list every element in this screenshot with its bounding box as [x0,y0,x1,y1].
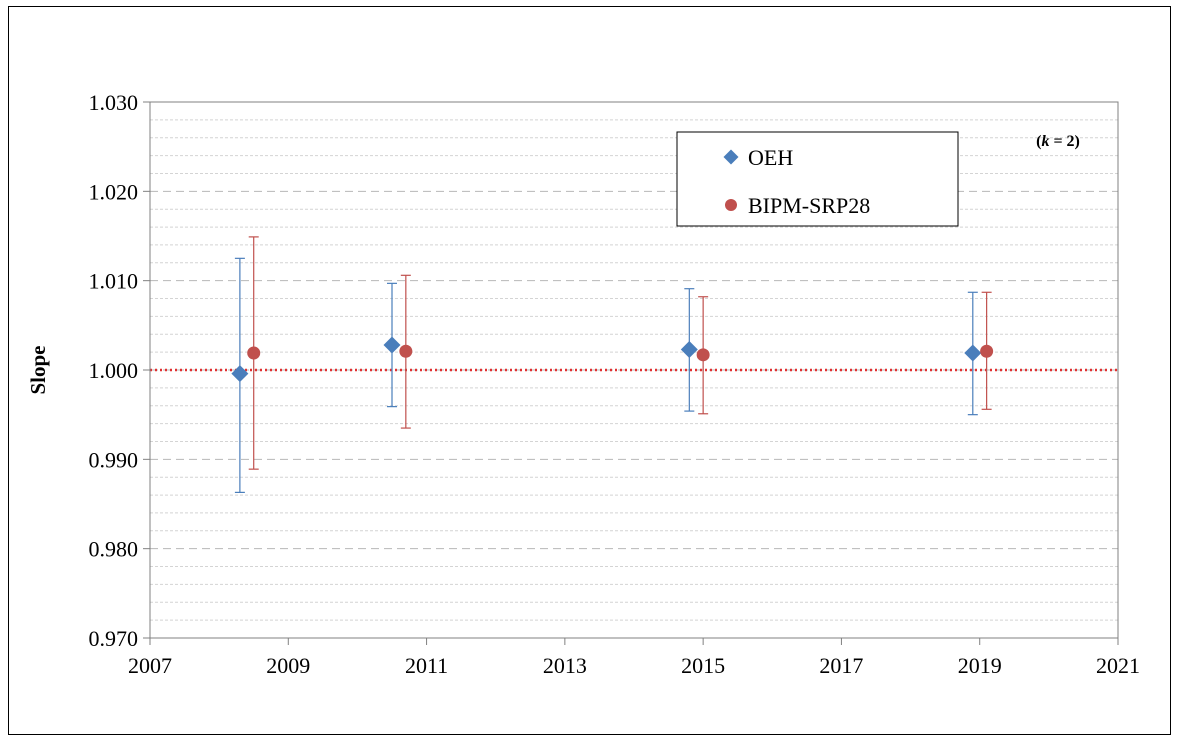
data-point-oeh-3 [964,344,982,362]
data-point-bipm-2 [696,348,710,362]
y-tick-label: 0.980 [89,537,139,562]
k-annotation: (k = 2) [1036,133,1080,150]
x-tick-label: 2013 [543,653,587,678]
data-markers [231,336,994,383]
data-point-oeh-1 [383,336,401,354]
legend: OEH BIPM-SRP28 [676,131,959,227]
x-tick-label: 2009 [266,653,310,678]
x-tick-label: 2007 [128,653,172,678]
legend-label: BIPM-SRP28 [748,193,870,218]
x-tick-label: 2017 [819,653,863,678]
y-tick-label: 0.990 [89,447,139,472]
y-tick-label: 1.030 [89,90,139,115]
data-point-bipm-3 [980,344,994,358]
y-tick-label: 1.010 [89,269,139,294]
y-tick-label: 0.970 [89,626,139,651]
data-point-oeh-2 [680,340,698,358]
k-annotation-prefix: ( [1036,133,1041,150]
k-annotation-suffix: = 2) [1049,133,1079,150]
data-point-oeh-0 [231,365,249,383]
x-axis: 2007 2009 2011 2013 2015 2017 2019 2021 [128,638,1140,678]
x-tick-label: 2011 [405,653,448,678]
x-tick-label: 2015 [681,653,725,678]
x-tick-label: 2021 [1096,653,1140,678]
y-axis-label: Slope [26,345,50,394]
y-tick-label: 1.020 [89,179,139,204]
legend-marker-oeh [723,149,739,165]
y-tick-label: 1.000 [89,358,139,383]
y-axis: 0.970 0.980 0.990 1.000 1.010 1.020 1.030 [89,90,150,651]
data-point-bipm-1 [399,344,413,358]
x-tick-label: 2019 [958,653,1002,678]
k-annotation-var: k [1041,133,1049,150]
data-point-bipm-0 [247,346,261,360]
legend-marker-bipm [725,199,737,211]
legend-label: OEH [748,145,793,170]
legend-box [676,131,959,227]
